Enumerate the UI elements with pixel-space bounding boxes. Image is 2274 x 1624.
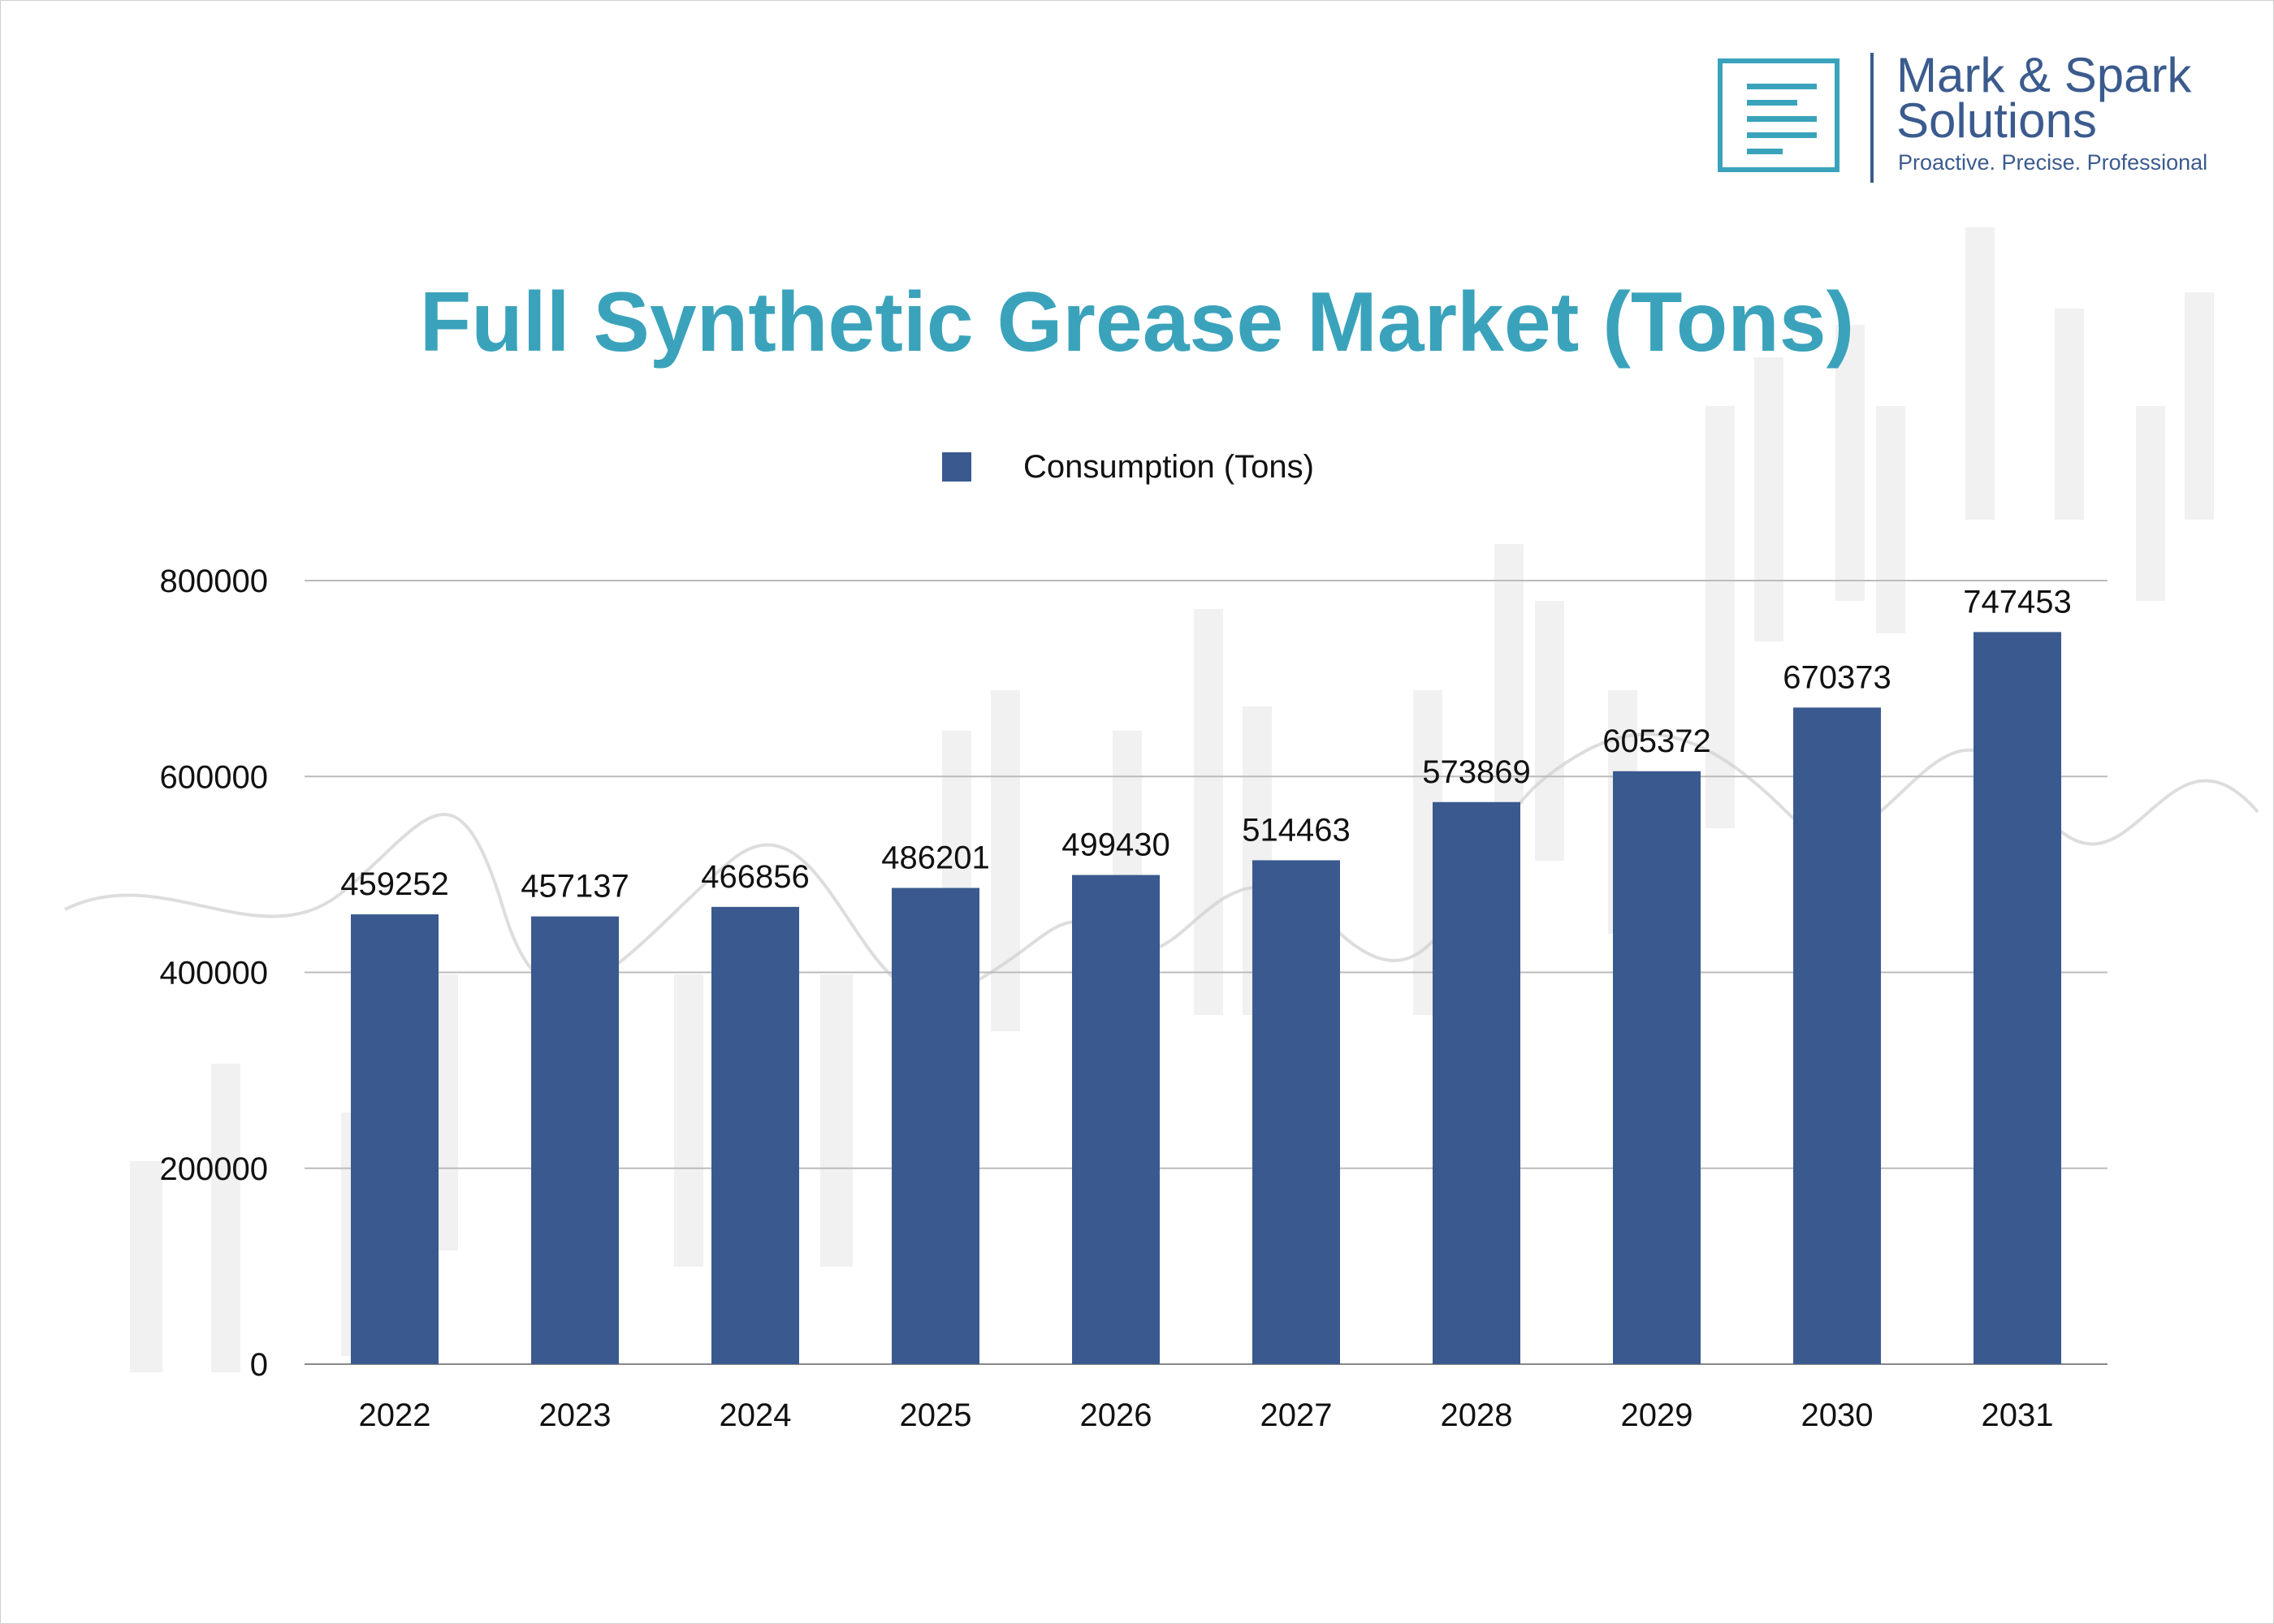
legend-swatch: [942, 452, 971, 482]
data-label: 605372: [1602, 723, 1710, 759]
x-tick-label: 2027: [1260, 1397, 1333, 1433]
x-tick-label: 2024: [720, 1397, 792, 1433]
x-tick-label: 2028: [1441, 1397, 1513, 1433]
y-tick-label: 800000: [160, 564, 268, 599]
y-tick-label: 400000: [160, 956, 268, 991]
x-tick-label: 2030: [1801, 1397, 1874, 1433]
bar: [1072, 875, 1160, 1364]
bar: [711, 906, 799, 1364]
data-label: 466856: [701, 859, 809, 895]
x-tick-label: 2031: [1982, 1397, 2054, 1433]
bar: [351, 914, 439, 1364]
data-label: 459252: [340, 866, 448, 902]
bar: [1433, 801, 1520, 1364]
x-tick-label: 2025: [900, 1397, 972, 1433]
data-label: 486201: [881, 840, 989, 876]
x-tick-label: 2026: [1080, 1397, 1152, 1433]
bar: [1974, 632, 2061, 1364]
x-tick-label: 2023: [539, 1397, 612, 1433]
logo-tagline: Proactive. Precise. Professional: [1898, 150, 2208, 175]
y-tick-label: 0: [250, 1347, 268, 1383]
data-label: 670373: [1783, 659, 1891, 695]
logo-divider: [1870, 53, 1874, 183]
data-label: 747453: [1963, 584, 2071, 620]
chart-legend: Consumption (Tons): [942, 448, 1314, 485]
y-tick-label: 200000: [160, 1151, 268, 1187]
data-label: 457137: [521, 869, 629, 905]
x-tick-label: 2022: [359, 1397, 431, 1433]
bar: [531, 916, 619, 1364]
document-icon: [1718, 58, 1840, 172]
bar: [1613, 771, 1701, 1364]
bar: [1793, 707, 1881, 1364]
data-label: 499430: [1061, 827, 1169, 863]
bar: [1252, 860, 1340, 1364]
x-tick-label: 2029: [1621, 1397, 1693, 1433]
company-logo: Mark & Spark Solutions Proactive. Precis…: [1718, 48, 2254, 191]
legend-label: Consumption (Tons): [1023, 448, 1314, 485]
data-label: 514463: [1242, 812, 1350, 848]
logo-name: Mark & Spark Solutions: [1896, 48, 2192, 148]
chart-title: Full Synthetic Grease Market (Tons): [419, 275, 1855, 369]
data-label: 573869: [1422, 754, 1530, 790]
bar: [892, 888, 979, 1364]
y-tick-label: 600000: [160, 759, 268, 795]
